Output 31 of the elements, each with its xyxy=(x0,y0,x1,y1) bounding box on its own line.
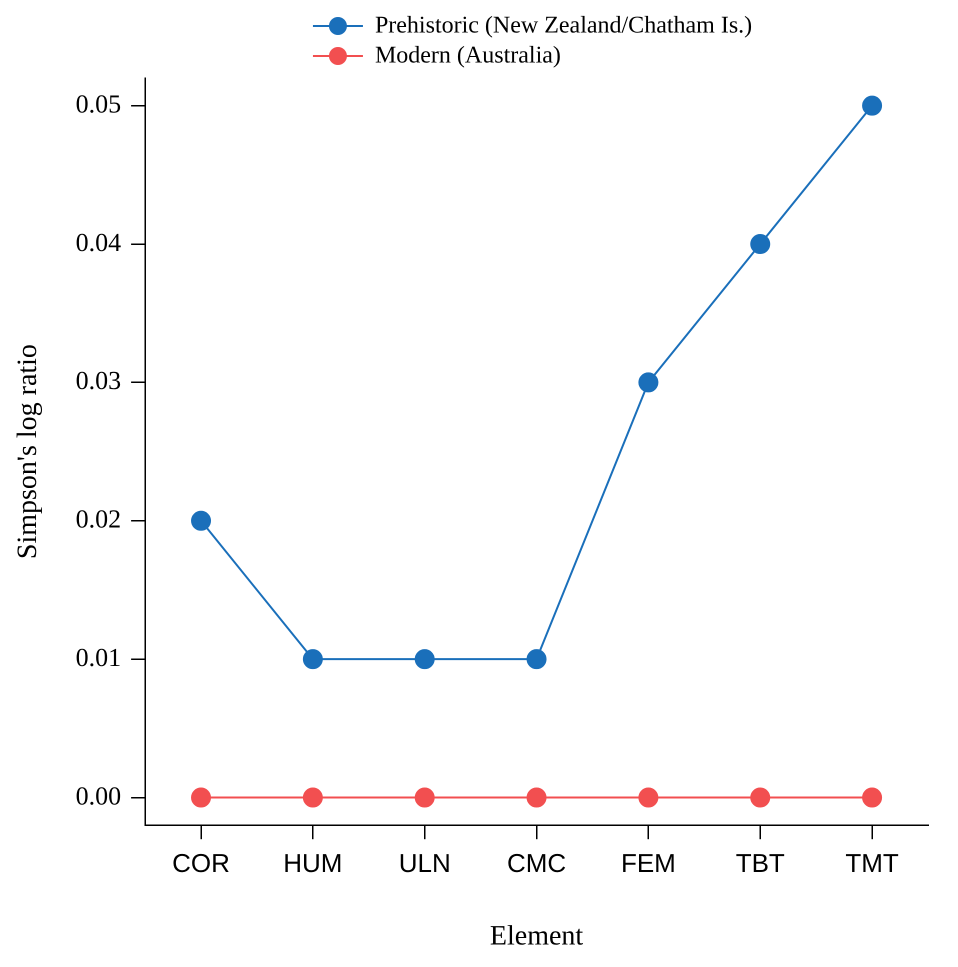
point xyxy=(191,788,212,808)
x-tick-label: COR xyxy=(172,848,230,878)
y-axis-title: Simpson's log ratio xyxy=(12,344,44,560)
point xyxy=(526,788,547,808)
point xyxy=(862,96,882,116)
x-tick-label: HUM xyxy=(283,848,342,878)
y-tick-label: 0.04 xyxy=(76,228,122,257)
point xyxy=(191,510,212,531)
point xyxy=(862,788,882,808)
y-tick-label: 0.01 xyxy=(76,642,122,672)
point xyxy=(750,234,770,254)
point xyxy=(414,649,435,670)
point xyxy=(638,372,658,392)
point xyxy=(750,788,770,808)
y-tick-label: 0.00 xyxy=(76,781,122,810)
point xyxy=(302,649,323,670)
x-tick-label: CMC xyxy=(506,848,566,878)
x-tick-label: TBT xyxy=(736,848,785,878)
point xyxy=(414,788,435,808)
y-tick-label: 0.02 xyxy=(76,504,122,534)
legend-label: Prehistoric (New Zealand/Chatham Is.) xyxy=(374,12,752,38)
point xyxy=(302,788,323,808)
legend-label: Modern (Australia) xyxy=(374,42,561,68)
point xyxy=(638,788,658,808)
x-tick-label: TMT xyxy=(845,848,899,878)
y-tick-label: 0.05 xyxy=(76,90,122,118)
x-tick-label: FEM xyxy=(620,848,676,878)
x-axis-title: Element xyxy=(490,920,584,952)
point xyxy=(526,649,547,670)
x-tick-label: ULN xyxy=(398,848,451,878)
y-tick-label: 0.03 xyxy=(76,366,122,396)
